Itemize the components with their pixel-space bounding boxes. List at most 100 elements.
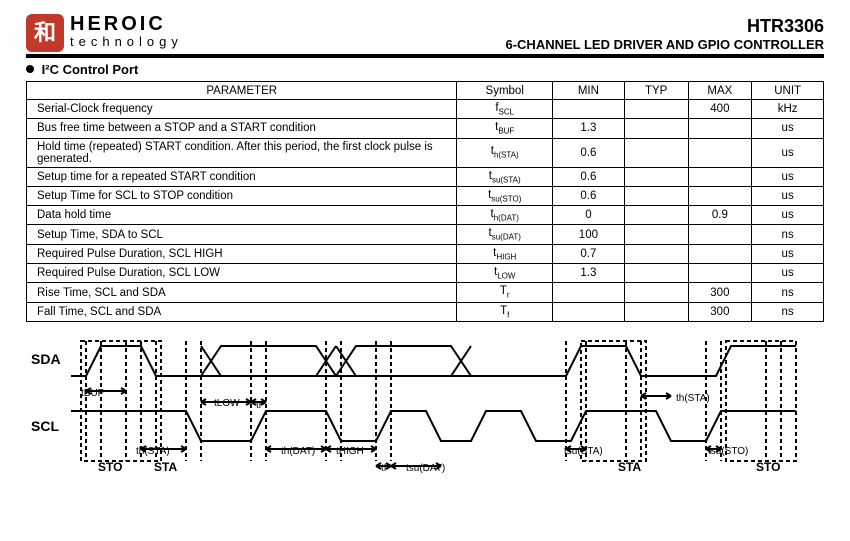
- section-title: I²C Control Port: [26, 62, 824, 77]
- cell-unit: us: [752, 167, 824, 186]
- cell-min: 0.6: [553, 186, 625, 205]
- cell-max: [688, 167, 752, 186]
- cell-max: [688, 138, 752, 167]
- cell-max: 300: [688, 302, 752, 321]
- cell-unit: ns: [752, 283, 824, 302]
- table-row: Fall Time, SCL and SDATf 300ns: [27, 302, 824, 321]
- cell-unit: us: [752, 186, 824, 205]
- svg-text:STA: STA: [154, 460, 177, 474]
- cell-min: [553, 100, 625, 119]
- cell-unit: ns: [752, 302, 824, 321]
- cell-unit: us: [752, 244, 824, 263]
- cell-unit: us: [752, 138, 824, 167]
- svg-text:SDA: SDA: [31, 351, 61, 367]
- cell-max: 400: [688, 100, 752, 119]
- cell-symbol: th(STA): [457, 138, 553, 167]
- cell-unit: ns: [752, 225, 824, 244]
- svg-text:tLOW: tLOW: [214, 398, 240, 409]
- cell-min: 100: [553, 225, 625, 244]
- cell-typ: [624, 186, 688, 205]
- table-row: Hold time (repeated) START condition. Af…: [27, 138, 824, 167]
- cell-max: [688, 119, 752, 138]
- svg-text:th(STA): th(STA): [136, 446, 170, 457]
- cell-max: [688, 186, 752, 205]
- cell-typ: [624, 225, 688, 244]
- col-parameter: PARAMETER: [27, 82, 457, 100]
- col-unit: UNIT: [752, 82, 824, 100]
- col-max: MAX: [688, 82, 752, 100]
- col-min: MIN: [553, 82, 625, 100]
- doc-subtitle: 6-CHANNEL LED DRIVER AND GPIO CONTROLLER: [505, 37, 824, 52]
- svg-text:STO: STO: [756, 460, 780, 474]
- cell-typ: [624, 119, 688, 138]
- cell-min: 1.3: [553, 119, 625, 138]
- cell-parameter: Data hold time: [27, 206, 457, 225]
- cell-symbol: tsu(STO): [457, 186, 553, 205]
- cell-max: [688, 244, 752, 263]
- svg-text:tHIGH: tHIGH: [336, 446, 364, 457]
- cell-typ: [624, 100, 688, 119]
- cell-max: [688, 264, 752, 283]
- table-row: Setup Time for SCL to STOP conditiontsu(…: [27, 186, 824, 205]
- cell-symbol: tsu(DAT): [457, 225, 553, 244]
- table-row: Bus free time between a STOP and a START…: [27, 119, 824, 138]
- cell-symbol: tsu(STA): [457, 167, 553, 186]
- svg-text:STA: STA: [618, 460, 641, 474]
- svg-text:tBUF: tBUF: [81, 388, 104, 399]
- svg-text:tsu(STO): tsu(STO): [708, 446, 748, 457]
- brand-text: HEROIC technology: [70, 14, 183, 50]
- table-row: Required Pulse Duration, SCL LOWtLOW1.3 u…: [27, 264, 824, 283]
- cell-symbol: th(DAT): [457, 206, 553, 225]
- table-row: Required Pulse Duration, SCL HIGHtHIGH0.…: [27, 244, 824, 263]
- cell-typ: [624, 138, 688, 167]
- section-title-text: I²C Control Port: [42, 62, 139, 77]
- svg-text:th(DAT): th(DAT): [281, 446, 315, 457]
- table-row: Setup time for a repeated START conditio…: [27, 167, 824, 186]
- bullet-icon: [26, 65, 34, 73]
- brand-name: HEROIC: [70, 14, 183, 34]
- logo-block: 和 HEROIC technology: [26, 14, 183, 52]
- cell-parameter: Required Pulse Duration, SCL LOW: [27, 264, 457, 283]
- cell-min: 0.6: [553, 138, 625, 167]
- cell-max: 300: [688, 283, 752, 302]
- cell-parameter: Bus free time between a STOP and a START…: [27, 119, 457, 138]
- brand-tagline: technology: [70, 34, 183, 50]
- parameters-table: PARAMETER Symbol MIN TYP MAX UNIT Serial…: [26, 81, 824, 322]
- cell-parameter: Serial-Clock frequency: [27, 100, 457, 119]
- timing-diagram: SDASCLtBUFth(STA)STOSTAtLOWtrth(DAT)tHIG…: [26, 336, 816, 486]
- cell-unit: us: [752, 264, 824, 283]
- cell-parameter: Setup time for a repeated START conditio…: [27, 167, 457, 186]
- cell-min: [553, 283, 625, 302]
- cell-parameter: Setup Time for SCL to STOP condition: [27, 186, 457, 205]
- cell-symbol: Tr: [457, 283, 553, 302]
- cell-max: 0.9: [688, 206, 752, 225]
- doc-title-block: HTR3306 6-CHANNEL LED DRIVER AND GPIO CO…: [505, 16, 824, 52]
- col-symbol: Symbol: [457, 82, 553, 100]
- cell-min: 1.3: [553, 264, 625, 283]
- cell-max: [688, 225, 752, 244]
- cell-symbol: Tf: [457, 302, 553, 321]
- table-row: Data hold timeth(DAT)0 0.9us: [27, 206, 824, 225]
- cell-typ: [624, 244, 688, 263]
- table-row: Serial-Clock frequencyfSCL 400kHz: [27, 100, 824, 119]
- table-row: Setup Time, SDA to SCLtsu(DAT)100 ns: [27, 225, 824, 244]
- col-typ: TYP: [624, 82, 688, 100]
- cell-symbol: fSCL: [457, 100, 553, 119]
- svg-text:th(STA): th(STA): [676, 393, 710, 404]
- cell-parameter: Fall Time, SCL and SDA: [27, 302, 457, 321]
- cell-symbol: tBUF: [457, 119, 553, 138]
- table-header-row: PARAMETER Symbol MIN TYP MAX UNIT: [27, 82, 824, 100]
- cell-parameter: Setup Time, SDA to SCL: [27, 225, 457, 244]
- cell-unit: us: [752, 206, 824, 225]
- table-row: Rise Time, SCL and SDATr 300ns: [27, 283, 824, 302]
- cell-parameter: Required Pulse Duration, SCL HIGH: [27, 244, 457, 263]
- cell-symbol: tLOW: [457, 264, 553, 283]
- cell-parameter: Hold time (repeated) START condition. Af…: [27, 138, 457, 167]
- cell-unit: kHz: [752, 100, 824, 119]
- cell-min: 0: [553, 206, 625, 225]
- cell-min: 0.6: [553, 167, 625, 186]
- page-header: 和 HEROIC technology HTR3306 6-CHANNEL LE…: [26, 14, 824, 58]
- cell-typ: [624, 302, 688, 321]
- cell-parameter: Rise Time, SCL and SDA: [27, 283, 457, 302]
- cell-min: 0.7: [553, 244, 625, 263]
